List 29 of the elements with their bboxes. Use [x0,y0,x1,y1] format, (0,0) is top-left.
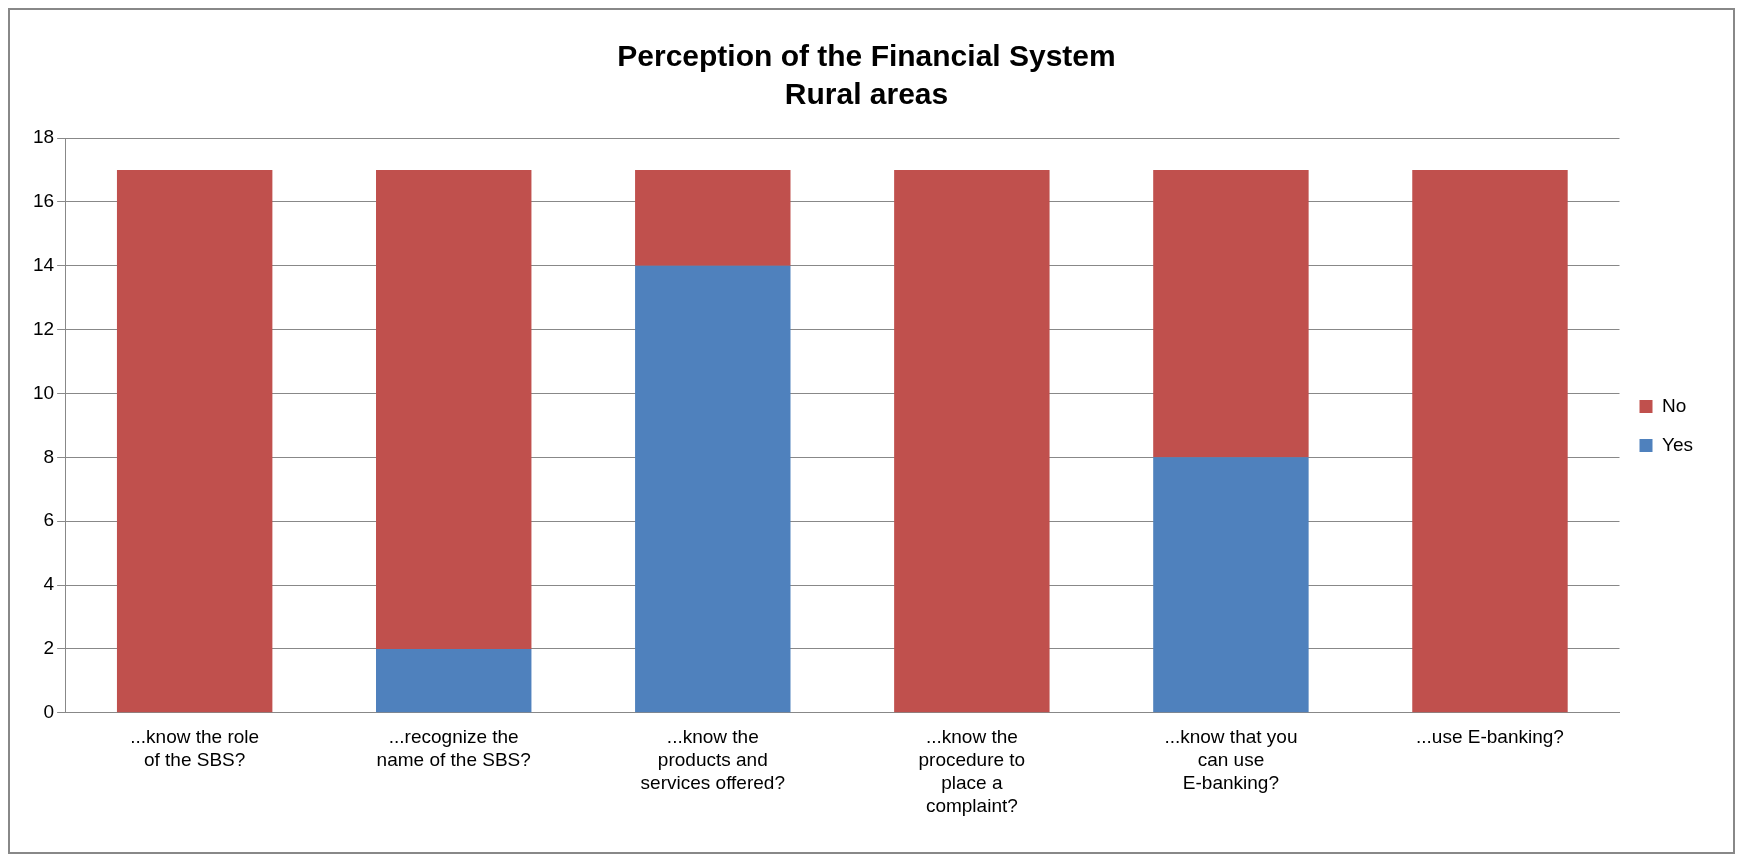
x-tick-label: ...use E-banking? [1416,726,1564,748]
y-tick-label: 14 [32,253,55,275]
y-tick-label: 18 [32,126,55,148]
y-tick-label: 16 [32,190,55,212]
y-tick-label: 0 [43,701,55,723]
bar [635,265,791,713]
y-tick-label: 6 [43,509,55,531]
y-tick-label: 4 [43,573,55,595]
y-tick-label: 8 [43,445,55,467]
bar [1412,169,1568,713]
bar [376,169,532,649]
chart-subtitle: Rural areas [784,77,949,111]
x-tick-label: ...know the procedure to place a complaint? [918,726,1026,816]
y-tick-label: 10 [32,381,55,403]
bar [116,169,273,713]
chart-title: Perception of the Financial System [617,39,1116,73]
x-tick-label: ...know the role of the SBS? [130,726,260,771]
x-tick-label: ...know that you can use E-banking? [1164,726,1298,794]
bar [894,169,1050,713]
bar [635,169,791,266]
legend-label: Yes [1662,433,1693,455]
y-tick-label: 12 [32,317,55,339]
bar [376,648,532,713]
bar [1153,169,1309,458]
x-tick-label: ...know the products and services offered? [640,726,785,794]
bar [1153,457,1309,713]
x-tick-label: ...recognize the name of the SBS? [376,726,531,771]
y-tick-label: 2 [43,637,55,659]
legend-label: No [1662,394,1687,416]
